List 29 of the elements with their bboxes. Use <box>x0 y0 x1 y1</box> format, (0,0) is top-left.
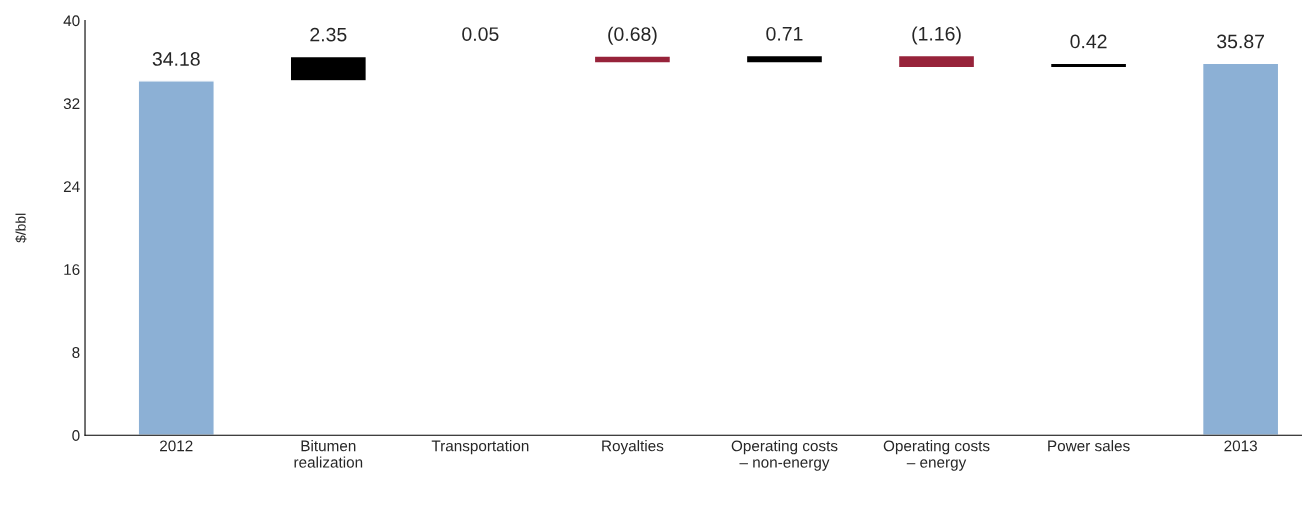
bar <box>593 55 672 64</box>
bar <box>897 54 976 69</box>
x-tick-label: 2013 <box>1224 440 1257 452</box>
bar <box>745 54 824 64</box>
y-tick-label: 8 <box>72 347 80 358</box>
x-tick-label: Royalties <box>602 440 664 455</box>
y-tick-label: 40 <box>63 15 80 27</box>
x-tick-label: Bitumen realization <box>294 440 363 468</box>
bar <box>289 55 368 82</box>
y-tick-label: 32 <box>63 98 80 110</box>
data-label: 0.71 <box>766 26 803 41</box>
data-label: 0.42 <box>1070 34 1107 49</box>
x-tick-label: Operating costs – energy <box>883 440 990 471</box>
data-label: 2.35 <box>310 27 347 42</box>
data-label: (0.68) <box>608 26 657 45</box>
data-label: 0.05 <box>462 27 499 41</box>
x-tick-label: 2012 <box>160 440 193 452</box>
x-tick-label: Operating costs – non-energy <box>731 440 838 471</box>
bar <box>1201 62 1280 436</box>
y-axis-title: $/bbl <box>15 213 27 243</box>
bar <box>137 80 215 436</box>
x-tick-label: Transportation <box>431 440 529 455</box>
y-tick-label: 0 <box>72 430 80 441</box>
data-label: 35.87 <box>1217 34 1264 49</box>
y-tick-label: 24 <box>63 181 80 192</box>
data-label: 34.18 <box>152 52 200 66</box>
data-label: (1.16) <box>912 26 961 45</box>
y-tick-label: 16 <box>64 264 80 275</box>
x-tick-label: Power sales <box>1048 440 1130 452</box>
